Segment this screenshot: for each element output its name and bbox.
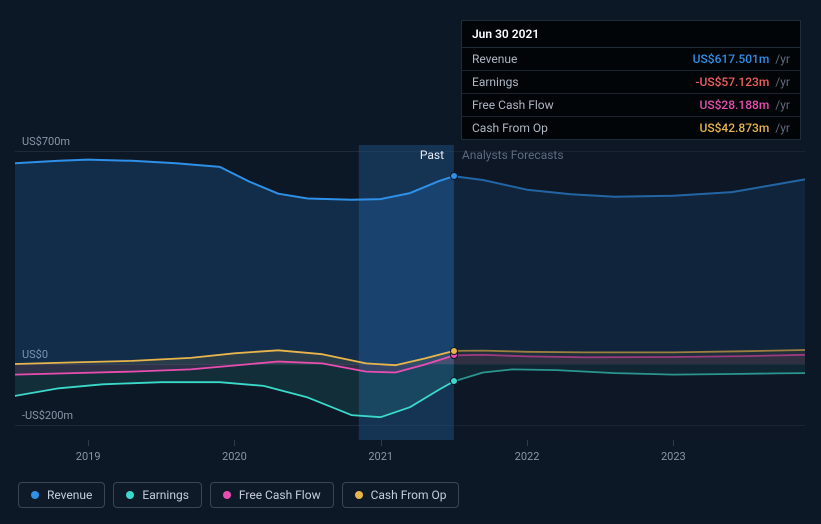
legend: Revenue Earnings Free Cash Flow Cash From O… [18,482,459,508]
hover-tooltip: Jun 30 2021 RevenueUS$617.501m/yrEarning… [461,20,801,140]
tooltip-row-unit: /yr [775,98,790,112]
legend-swatch [126,491,134,499]
tooltip-row-name: Revenue [472,52,693,66]
legend-label: Cash From Op [371,488,447,502]
x-axis-label: 2022 [515,450,540,463]
tooltip-row-value: US$28.188m [699,98,769,112]
cash_from_op-marker [450,347,458,355]
x-axis-label: 2019 [76,450,101,463]
tooltip-row-unit: /yr [775,52,790,66]
tooltip-row: Cash From OpUS$42.873m/yr [462,117,800,139]
x-tick [234,440,235,446]
tooltip-row: Earnings-US$57.123m/yr [462,71,800,94]
legend-label: Earnings [142,488,189,502]
tooltip-date: Jun 30 2021 [462,21,800,48]
legend-swatch [223,491,231,499]
legend-toggle-cash_from_op[interactable]: Cash From Op [342,482,460,508]
forecast-label: Analysts Forecasts [462,148,564,162]
forecast-dim-overlay [454,145,805,440]
tooltip-row-unit: /yr [775,121,790,135]
tooltip-row-name: Cash From Op [472,121,699,135]
x-tick [88,440,89,446]
legend-toggle-revenue[interactable]: Revenue [18,482,105,508]
legend-label: Free Cash Flow [239,488,321,502]
x-tick [673,440,674,446]
x-axis-label: 2020 [222,450,247,463]
legend-toggle-free_cash_flow[interactable]: Free Cash Flow [210,482,334,508]
x-axis-label: 2021 [368,450,393,463]
tooltip-row-value: -US$57.123m [695,75,769,89]
legend-toggle-earnings[interactable]: Earnings [113,482,202,508]
legend-swatch [355,491,363,499]
earnings-marker [450,377,458,385]
tooltip-row-value: US$617.501m [693,52,770,66]
x-tick [381,440,382,446]
x-axis-label: 2023 [661,450,686,463]
legend-label: Revenue [47,488,92,502]
x-tick [527,440,528,446]
tooltip-row: RevenueUS$617.501m/yr [462,48,800,71]
tooltip-row-name: Free Cash Flow [472,98,699,112]
revenue-marker [450,172,458,180]
tooltip-row-name: Earnings [472,75,695,89]
tooltip-row-unit: /yr [775,75,790,89]
tooltip-row-value: US$42.873m [699,121,769,135]
past-label: Past [420,148,444,162]
tooltip-row: Free Cash FlowUS$28.188m/yr [462,94,800,117]
legend-swatch [31,491,39,499]
